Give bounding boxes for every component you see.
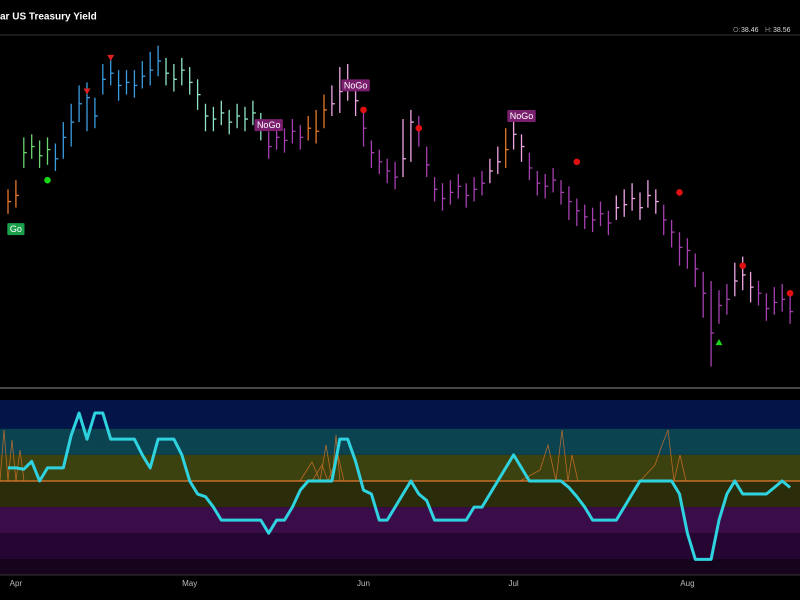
signal-triangle-up: [715, 339, 723, 346]
retracement-fan: [639, 429, 687, 482]
signal-dot: [786, 289, 794, 297]
signal-triangle-down: [83, 88, 91, 95]
oscillator-panel: Apr May Jun Jul Aug: [0, 411, 800, 588]
x-tick-label: Jun: [357, 579, 370, 588]
signal-label: NoGo: [257, 120, 281, 130]
oscillator-band: [0, 428, 800, 455]
signal-dot: [739, 262, 746, 270]
oscillator-band: [0, 400, 800, 429]
signal-label-box: [254, 119, 283, 132]
ohlc-readout: O: 38.46 H: 38.56: [733, 27, 791, 34]
x-tick-label: Jul: [508, 579, 518, 588]
x-tick-label: May: [182, 579, 197, 588]
signal-label-box: [341, 79, 370, 92]
retracement-fans: [0, 429, 687, 483]
readout-value: 38.56: [773, 27, 791, 34]
x-tick-label: Apr: [10, 579, 23, 588]
readout-value: 38.46: [741, 27, 759, 34]
chart-title: ar US Treasury Yield: [0, 12, 97, 23]
signal-dot: [415, 124, 423, 132]
signal-label: NoGo: [344, 80, 368, 90]
retracement-fan: [0, 429, 25, 482]
readout-label: H:: [765, 27, 772, 34]
oscillator-bands: [0, 400, 800, 575]
oscillator-band: [0, 454, 800, 481]
signal-label-box: [7, 223, 25, 236]
signal-triangle-down: [107, 54, 115, 61]
oscillator-band: [0, 480, 800, 508]
signal-dot: [44, 176, 51, 184]
price-panel: Go NoGo NoGo NoGo: [7, 45, 794, 367]
readout-label: O:: [733, 27, 740, 34]
signal-dot: [676, 189, 683, 196]
oscillator-band: [0, 507, 800, 534]
x-tick-label: Aug: [680, 579, 694, 588]
signal-label-box: [507, 109, 536, 122]
retracement-fan: [299, 434, 341, 483]
oscillator-band: [0, 559, 800, 575]
signal-dot: [360, 106, 367, 114]
signal-label: NoGo: [510, 111, 534, 121]
signal-label: Go: [10, 224, 22, 234]
oscillator-line: [8, 411, 792, 561]
signal-dot: [573, 158, 581, 166]
retracement-fan: [519, 429, 579, 482]
oscillator-band: [0, 533, 800, 560]
